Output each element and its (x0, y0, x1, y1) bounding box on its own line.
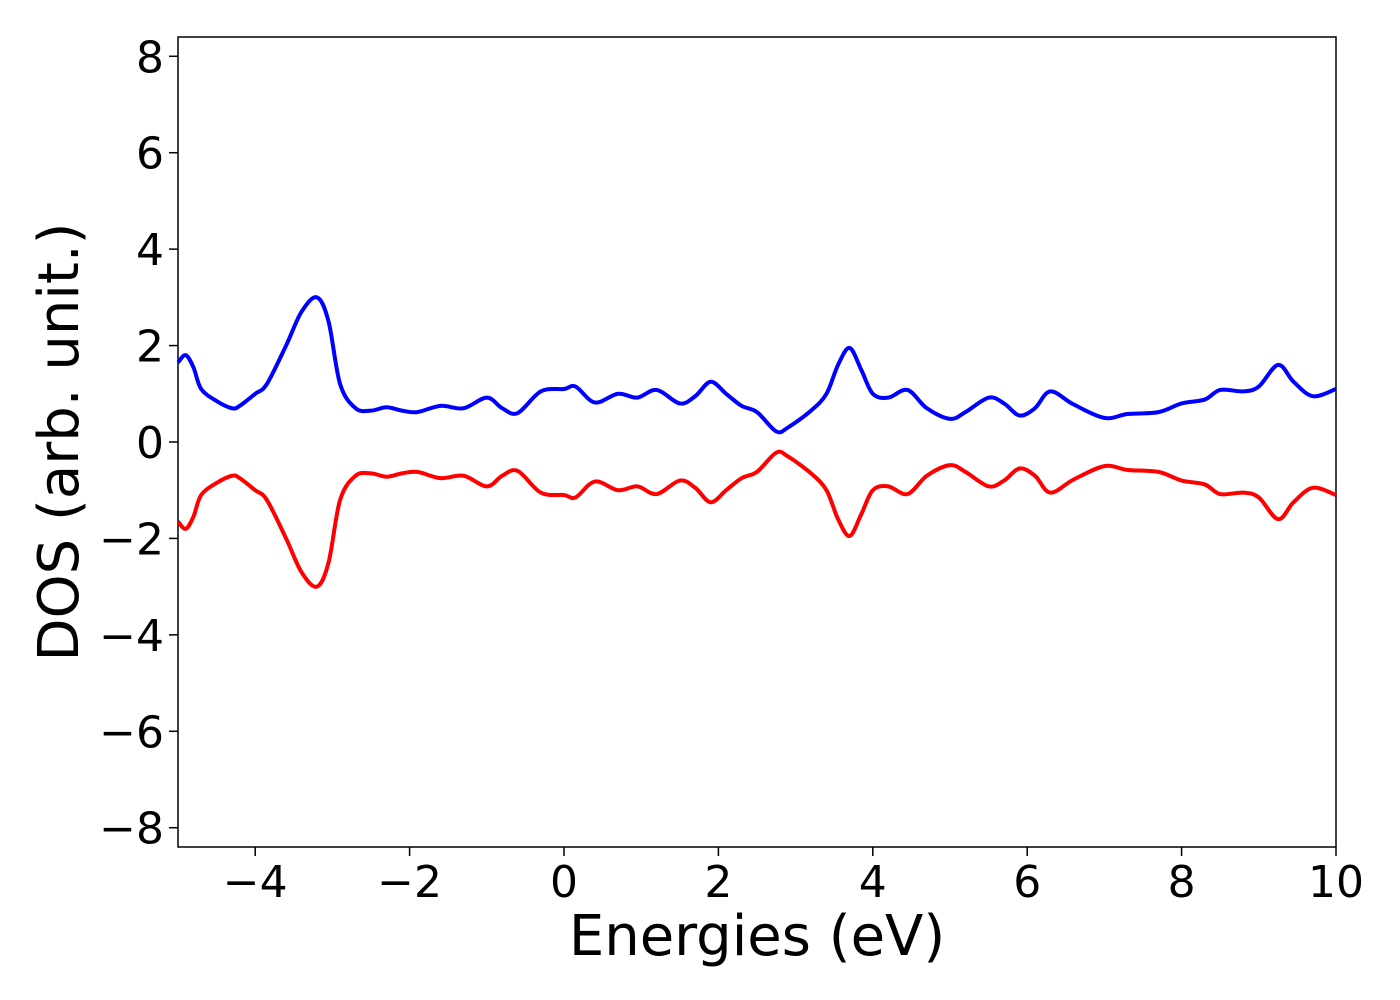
x-tick-label: −2 (377, 857, 442, 908)
y-tick-label: −8 (99, 804, 164, 855)
x-tick-label: 10 (1308, 857, 1364, 908)
series-line-2 (176, 449, 1337, 589)
y-tick-label: 6 (136, 129, 164, 180)
x-tick-label: 2 (704, 857, 732, 908)
x-tick-label: 4 (859, 857, 887, 908)
y-tick-label: −4 (99, 611, 164, 662)
x-tick-label: 6 (1013, 857, 1041, 908)
x-tick-label: 0 (550, 857, 578, 908)
x-tick-label: −4 (223, 857, 288, 908)
plot-area (177, 36, 1337, 848)
x-axis-label: Energies (eV) (569, 904, 945, 969)
y-tick-label: 2 (136, 322, 164, 373)
x-tick-label: 8 (1168, 857, 1196, 908)
y-axis-label: DOS (arb. unit.) (27, 222, 92, 661)
y-axis-ticks: −8 −6 −4 −2 0 2 4 6 8 (99, 32, 178, 855)
y-tick-label: 8 (136, 32, 164, 83)
series-line-1 (176, 295, 1337, 435)
y-tick-label: −6 (99, 707, 164, 758)
y-tick-label: −2 (99, 514, 164, 565)
x-axis-ticks: −4 −2 0 2 4 6 8 10 (223, 847, 1364, 908)
y-tick-label: 0 (136, 418, 164, 469)
series-layer (176, 295, 1337, 589)
y-tick-label: 4 (136, 225, 164, 276)
